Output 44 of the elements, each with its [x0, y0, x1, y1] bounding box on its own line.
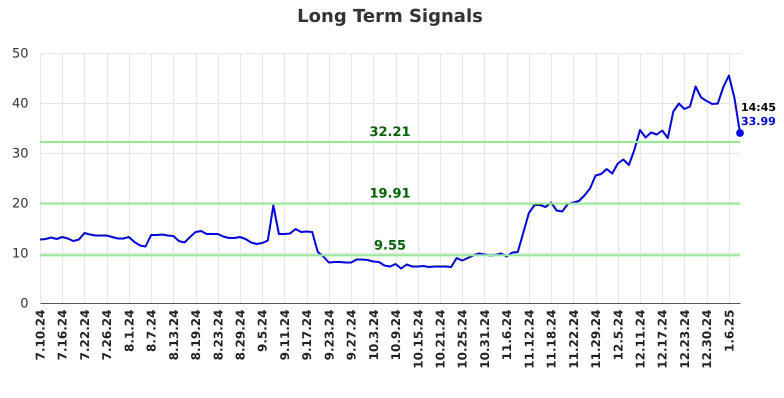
x-tick-label: 11.6.24 [500, 310, 514, 360]
data-label: 33.99 [741, 115, 776, 128]
x-tick-label: 7.22.24 [78, 310, 92, 360]
x-tick-label: 12.30.24 [700, 310, 714, 369]
x-tick-label: 8.29.24 [234, 310, 248, 360]
y-tick-label: 0 [20, 296, 28, 312]
x-tick-label: 9.11.24 [278, 310, 292, 360]
x-tick-label: 9.17.24 [300, 310, 314, 360]
y-tick-label: 20 [12, 196, 28, 212]
x-tick-label: 12.23.24 [678, 310, 692, 369]
y-tick-label: 30 [12, 146, 28, 162]
ref-line-label: 9.55 [374, 238, 406, 254]
x-tick-label: 8.1.24 [122, 310, 136, 352]
chart-title: Long Term Signals [297, 6, 483, 27]
x-tick-label: 10.3.24 [366, 310, 381, 360]
x-tick-label: 8.19.24 [189, 310, 204, 360]
x-tick-label: 10.31.24 [478, 310, 492, 369]
y-tick-label: 50 [12, 46, 28, 62]
x-tick-label: 9.27.24 [344, 310, 359, 360]
x-tick-label: 11.29.24 [589, 310, 604, 369]
x-tick-label: 11.12.24 [522, 310, 536, 369]
x-tick-label: 10.15.24 [411, 310, 426, 369]
x-tick-label: 10.25.24 [456, 310, 470, 369]
x-tick-label: 7.26.24 [100, 310, 114, 360]
x-tick-label: 12.5.24 [611, 310, 626, 360]
x-tick-label: 8.13.24 [166, 310, 181, 360]
y-tick-label: 10 [12, 246, 28, 262]
ref-line-label: 32.21 [369, 124, 411, 140]
x-tick-label: 7.10.24 [34, 310, 48, 360]
x-tick-label: 1.6.25 [722, 310, 736, 352]
y-tick-label: 40 [12, 96, 28, 112]
x-tick-label: 12.11.24 [634, 310, 648, 369]
ref-line-label: 19.91 [369, 186, 411, 202]
x-tick-label: 8.23.24 [211, 310, 226, 360]
x-tick-label: 12.17.24 [656, 310, 670, 369]
x-tick-label: 10.21.24 [434, 310, 448, 369]
x-tick-label: 8.7.24 [144, 310, 159, 352]
x-tick-label: 9.23.24 [322, 310, 336, 360]
x-tick-label: 11.18.24 [544, 310, 559, 369]
x-tick-label: 7.16.24 [56, 310, 70, 360]
text: 14:45 [741, 101, 776, 114]
x-tick-label: 11.22.24 [566, 310, 581, 369]
x-tick-label: 10.9.24 [389, 310, 404, 360]
x-tick-label: 9.5.24 [256, 310, 270, 352]
